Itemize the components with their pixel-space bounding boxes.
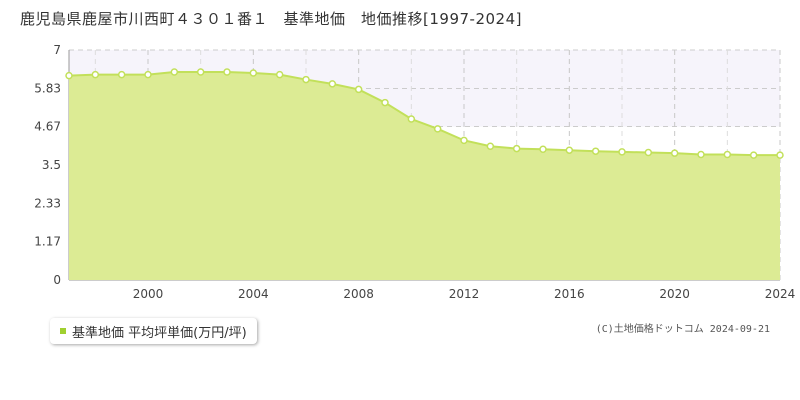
data-point [91, 70, 100, 79]
data-point [302, 75, 310, 84]
data-point [776, 151, 784, 159]
data-point [723, 150, 732, 159]
y-tick-label: 1.17 [34, 235, 61, 249]
data-point [354, 85, 363, 94]
data-point [223, 68, 231, 76]
data-point [565, 146, 574, 154]
data-point [407, 115, 416, 123]
x-axis-ticks: 2000 2004 2008 2012 2016 2020 2024 [133, 287, 796, 301]
data-point [670, 149, 679, 157]
series-area [69, 72, 780, 280]
y-axis-ticks: 0 1.17 2.33 3.5 4.67 5.83 7 [34, 43, 61, 287]
copyright: (C)土地価格ドットコム 2024-09-21 [595, 324, 770, 335]
legend-swatch [60, 328, 66, 334]
data-point [65, 71, 73, 80]
legend: 基準地価 平均坪単価(万円/坪) [50, 318, 257, 344]
x-tick-label: 2000 [133, 287, 164, 301]
x-tick-label: 2004 [238, 287, 269, 301]
chart-title: 鹿児島県鹿屋市川西町４３０１番１ 基準地価 地価推移[1997-2024] [20, 10, 522, 28]
data-point [539, 145, 547, 153]
data-point [644, 148, 653, 157]
x-tick-label: 2016 [554, 287, 585, 301]
series-line [68, 71, 780, 157]
data-point [144, 70, 152, 79]
data-point [328, 80, 337, 88]
data-point [618, 148, 626, 156]
y-tick-label: 4.67 [34, 120, 61, 134]
data-point [381, 98, 389, 107]
data-point [196, 68, 205, 76]
data-point [460, 136, 468, 145]
x-tick-label: 2020 [659, 287, 690, 301]
data-point [591, 147, 600, 155]
y-tick-label: 0 [53, 273, 61, 287]
area-layer [68, 71, 780, 280]
legend-label: 基準地価 平均坪単価(万円/坪) [72, 325, 247, 341]
x-tick-label: 2008 [343, 287, 374, 301]
y-tick-label: 2.33 [34, 196, 61, 210]
markers [65, 68, 784, 159]
data-point [275, 70, 284, 79]
data-point [433, 125, 442, 133]
x-tick-label: 2024 [765, 287, 796, 301]
data-point [486, 142, 495, 151]
data-point [697, 150, 705, 159]
data-point [512, 144, 521, 153]
x-tick-label: 2012 [449, 287, 480, 301]
data-point [249, 69, 258, 77]
y-tick-label: 3.5 [42, 158, 61, 172]
data-point [749, 151, 758, 159]
data-point [170, 68, 179, 76]
y-tick-label: 7 [53, 43, 61, 57]
data-point [117, 70, 126, 79]
y-tick-label: 5.83 [34, 81, 61, 95]
